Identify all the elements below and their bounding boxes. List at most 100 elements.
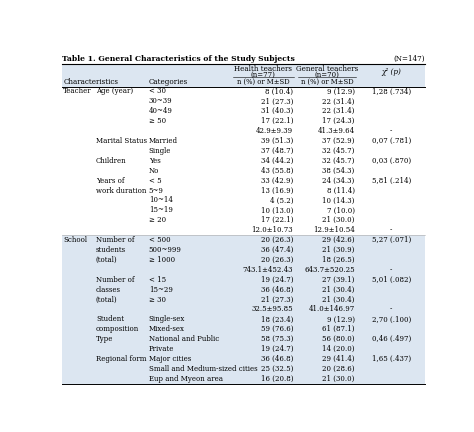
Text: Years of: Years of — [96, 177, 124, 184]
Text: Yes: Yes — [149, 157, 161, 165]
Text: 1,28 (.734): 1,28 (.734) — [372, 88, 411, 95]
Text: 743.1±452.43: 743.1±452.43 — [243, 266, 293, 274]
Text: School: School — [64, 236, 87, 244]
Text: Single: Single — [149, 147, 171, 155]
Text: composition: composition — [96, 325, 139, 334]
Text: 25 (32.5): 25 (32.5) — [261, 365, 293, 373]
Text: < 15: < 15 — [149, 276, 166, 284]
Text: Health teachers: Health teachers — [235, 65, 292, 73]
Text: 37 (52.9): 37 (52.9) — [322, 137, 355, 145]
Text: 500~999: 500~999 — [149, 246, 182, 254]
Text: χ² (p): χ² (p) — [381, 68, 401, 76]
Text: 34 (44.2): 34 (44.2) — [261, 157, 293, 165]
Text: -: - — [390, 305, 392, 314]
Text: 18 (23.4): 18 (23.4) — [261, 315, 293, 324]
Text: Single-sex: Single-sex — [149, 315, 185, 324]
Text: Children: Children — [96, 157, 127, 165]
Text: 42.9±9.39: 42.9±9.39 — [256, 127, 293, 135]
Text: 8 (10.4): 8 (10.4) — [265, 88, 293, 95]
Text: Small and Medium-sized cities: Small and Medium-sized cities — [149, 365, 257, 373]
Text: 22 (31.4): 22 (31.4) — [322, 107, 355, 115]
Text: (n=77): (n=77) — [251, 71, 276, 79]
Text: -: - — [390, 127, 392, 135]
Text: Teacher: Teacher — [64, 88, 92, 95]
Text: -: - — [390, 226, 392, 234]
Text: 41.3±9.64: 41.3±9.64 — [318, 127, 355, 135]
Text: classes: classes — [96, 286, 121, 294]
Text: n (%) or M±SD: n (%) or M±SD — [301, 78, 353, 86]
Text: 37 (48.7): 37 (48.7) — [261, 147, 293, 155]
Text: 5~9: 5~9 — [149, 187, 164, 194]
Text: < 5: < 5 — [149, 177, 162, 184]
Text: -: - — [390, 266, 392, 274]
Text: 5,27 (.071): 5,27 (.071) — [372, 236, 411, 244]
Text: Regional form: Regional form — [96, 355, 146, 363]
Text: n (%) or M±SD: n (%) or M±SD — [237, 78, 290, 86]
Text: 19 (24.7): 19 (24.7) — [261, 276, 293, 284]
Text: 56 (80.0): 56 (80.0) — [322, 335, 355, 343]
Text: Major cities: Major cities — [149, 355, 191, 363]
Text: 20 (28.6): 20 (28.6) — [322, 365, 355, 373]
Text: Mixed-sex: Mixed-sex — [149, 325, 185, 334]
Text: 17 (22.1): 17 (22.1) — [261, 117, 293, 125]
Text: (N=147): (N=147) — [393, 55, 425, 63]
Text: 40~49: 40~49 — [149, 107, 173, 115]
Text: 21 (27.3): 21 (27.3) — [261, 295, 293, 304]
Bar — [59, 54, 427, 64]
Text: 10 (13.0): 10 (13.0) — [261, 206, 293, 214]
Text: No: No — [149, 167, 159, 175]
Text: 5,01 (.082): 5,01 (.082) — [372, 276, 411, 284]
Text: 1,65 (.437): 1,65 (.437) — [372, 355, 411, 363]
Text: 0,07 (.781): 0,07 (.781) — [372, 137, 411, 145]
Text: ≥ 30: ≥ 30 — [149, 295, 166, 304]
Text: 5,81 (.214): 5,81 (.214) — [372, 177, 411, 184]
Text: 30~39: 30~39 — [149, 97, 173, 105]
Text: 8 (11.4): 8 (11.4) — [327, 187, 355, 194]
Text: Number of: Number of — [96, 236, 135, 244]
Text: 29 (41.4): 29 (41.4) — [322, 355, 355, 363]
Text: 43 (55.8): 43 (55.8) — [261, 167, 293, 175]
Text: Type: Type — [96, 335, 113, 343]
Text: work duration: work duration — [96, 187, 146, 194]
Text: Table 1. General Characteristics of the Study Subjects: Table 1. General Characteristics of the … — [62, 55, 295, 63]
Text: 20 (26.3): 20 (26.3) — [261, 236, 293, 244]
Text: 36 (46.8): 36 (46.8) — [261, 355, 293, 363]
Text: 21 (30.0): 21 (30.0) — [322, 216, 355, 224]
Text: ≥ 1000: ≥ 1000 — [149, 256, 175, 264]
Text: 31 (40.3): 31 (40.3) — [261, 107, 293, 115]
Text: 21 (30.4): 21 (30.4) — [322, 295, 355, 304]
Text: 21 (30.4): 21 (30.4) — [322, 286, 355, 294]
Text: 0,03 (.870): 0,03 (.870) — [372, 157, 411, 165]
Text: 19 (24.7): 19 (24.7) — [261, 345, 293, 353]
Text: National and Public: National and Public — [149, 335, 219, 343]
Text: ≥ 20: ≥ 20 — [149, 216, 166, 224]
Text: 15~29: 15~29 — [149, 286, 173, 294]
Text: < 500: < 500 — [149, 236, 171, 244]
Text: 9 (12.9): 9 (12.9) — [327, 315, 355, 324]
Text: 16 (20.8): 16 (20.8) — [261, 375, 293, 383]
Text: 21 (30.0): 21 (30.0) — [322, 375, 355, 383]
Text: 32 (45.7): 32 (45.7) — [322, 147, 355, 155]
Text: Number of: Number of — [96, 276, 135, 284]
Text: Student: Student — [96, 315, 124, 324]
Bar — [62, 64, 425, 86]
Text: 41.0±146.97: 41.0±146.97 — [309, 305, 355, 314]
Text: 12.0±10.73: 12.0±10.73 — [252, 226, 293, 234]
Text: Eup and Myeon area: Eup and Myeon area — [149, 375, 223, 383]
Text: Categories: Categories — [148, 78, 188, 86]
Text: (n=70): (n=70) — [314, 71, 339, 79]
Text: Married: Married — [149, 137, 178, 145]
Text: 24 (34.3): 24 (34.3) — [322, 177, 355, 184]
Text: Characteristics: Characteristics — [64, 78, 118, 86]
Text: < 30: < 30 — [149, 88, 166, 95]
Text: 20 (26.3): 20 (26.3) — [261, 256, 293, 264]
Text: 58 (75.3): 58 (75.3) — [261, 335, 293, 343]
Text: 15~19: 15~19 — [149, 206, 173, 214]
Text: 2,70 (.100): 2,70 (.100) — [372, 315, 411, 324]
Text: 12.9±10.54: 12.9±10.54 — [313, 226, 355, 234]
Text: 29 (42.6): 29 (42.6) — [322, 236, 355, 244]
Text: 7 (10.0): 7 (10.0) — [327, 206, 355, 214]
Text: 21 (27.3): 21 (27.3) — [261, 97, 293, 105]
Text: 13 (16.9): 13 (16.9) — [261, 187, 293, 194]
Text: Age (year): Age (year) — [96, 88, 133, 95]
